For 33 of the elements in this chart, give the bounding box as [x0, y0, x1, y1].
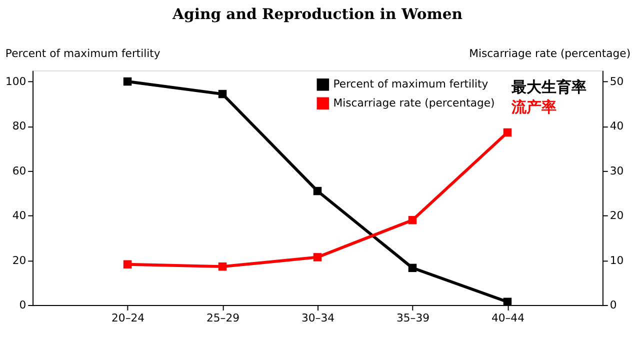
point [123, 77, 132, 86]
y-tick-label: 0 [19, 298, 26, 312]
x-tick-label: 25–29 [206, 311, 240, 324]
y-tick-label: 40 [12, 209, 26, 222]
point [408, 264, 417, 272]
x-tick-label: 40–44 [491, 311, 525, 324]
point [313, 186, 322, 196]
y2-tick-label: 10 [610, 254, 624, 267]
y2-tick-label: 30 [610, 164, 624, 178]
point [218, 262, 227, 271]
y2-tick-label: 50 [610, 74, 624, 88]
y-tick-label: 60 [12, 164, 26, 178]
x-tick-label: 30–34 [302, 311, 335, 324]
point [408, 216, 417, 224]
chart-title: Aging and Reproduction in Women [172, 6, 463, 24]
legend-label: Percent of maximum fertility [333, 78, 489, 91]
x-tick-label: 35–39 [396, 311, 430, 324]
y2-tick-label: 20 [610, 209, 624, 222]
point [123, 260, 132, 268]
annotation: 最大生育率 [510, 78, 587, 96]
point [503, 128, 512, 137]
y-tick-label: 80 [12, 120, 26, 133]
y2-tick-label: 0 [610, 298, 617, 312]
y-axis-title: Percent of maximum fertility [5, 47, 161, 60]
y2-tick-label: 40 [610, 120, 624, 133]
point [218, 90, 227, 98]
legend-label: Miscarriage rate (percentage) [333, 96, 495, 110]
y-tick-label: 100 [5, 74, 26, 88]
y-tick-label: 20 [12, 254, 26, 267]
annotation: 流产率 [510, 98, 557, 116]
point [313, 253, 322, 262]
x-tick-label: 20–24 [112, 311, 145, 324]
y2-axis-title: Miscarriage rate (percentage) [469, 47, 631, 60]
